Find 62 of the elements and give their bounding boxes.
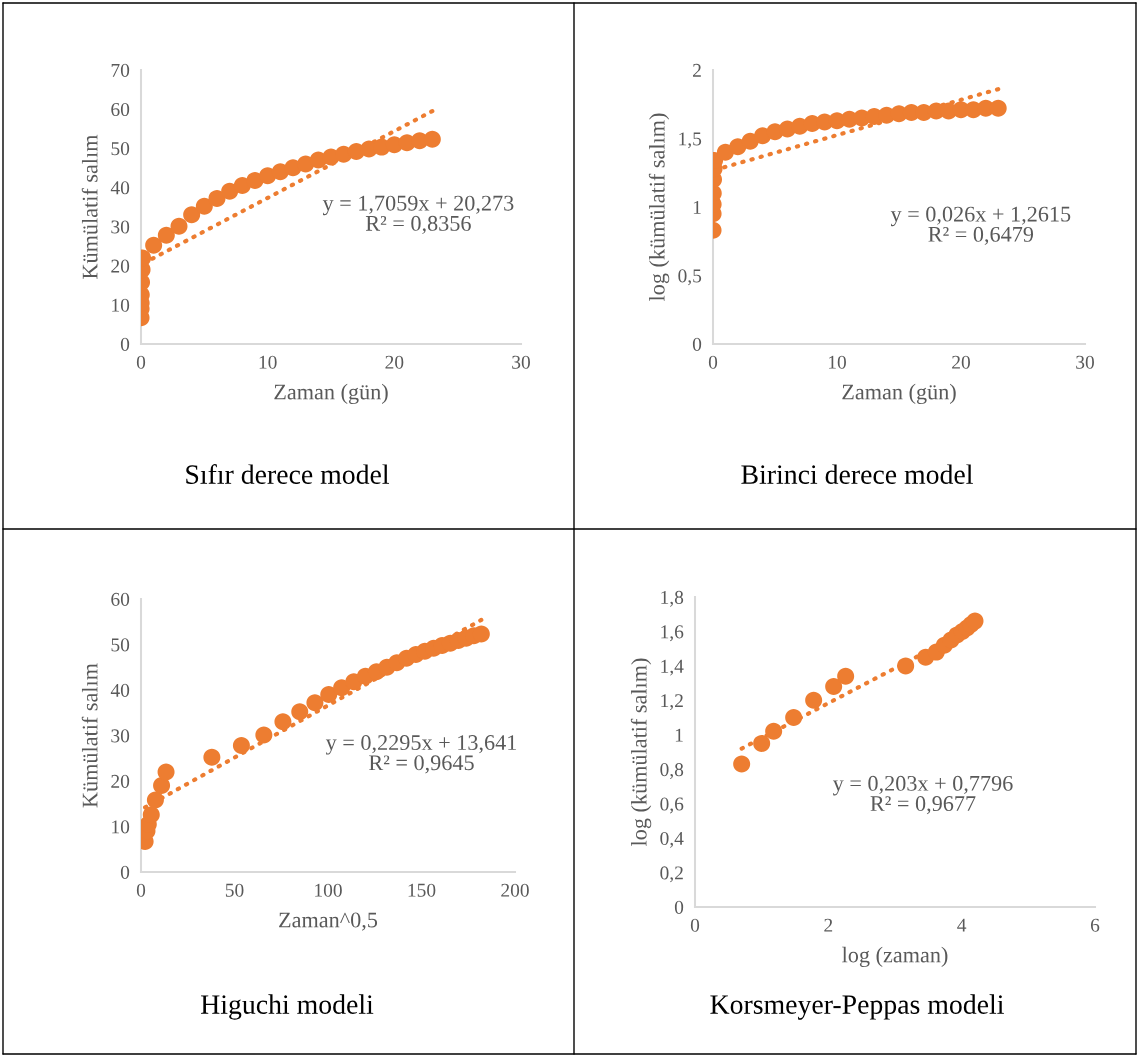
x-tick-label: 100 xyxy=(315,883,342,897)
y-tick-label: 40 xyxy=(110,181,130,195)
y-tick-label: 0,8 xyxy=(660,763,684,779)
y-axis-title: log (kümülatif salım) xyxy=(648,113,670,301)
y-tick-label: 0 xyxy=(120,337,130,351)
x-axis-title: Zaman (gün) xyxy=(274,383,388,405)
x-tick-label: 20 xyxy=(385,355,404,369)
x-tick-label: 4 xyxy=(957,918,967,932)
y-tick-label: 30 xyxy=(111,729,130,743)
x-axis-title: log (zaman) xyxy=(842,946,948,968)
x-tick-label: 200 xyxy=(501,883,529,897)
y-tick-label: 20 xyxy=(111,259,130,273)
annotation: y = 0,2295x + 13,641 R² = 0,9645 xyxy=(325,735,517,774)
y-tick-label: 0,4 xyxy=(660,831,684,848)
y-tick-label: 30 xyxy=(111,220,130,234)
x-axis-title: Zaman^0,5 xyxy=(279,912,378,931)
y-tick-label: 10 xyxy=(112,298,130,312)
x-tick-label: 50 xyxy=(225,883,244,897)
y-tick-label: 40 xyxy=(110,683,130,697)
x-tick-label: 10 xyxy=(828,355,846,369)
y-tick-label: 1,4 xyxy=(661,659,684,676)
y-tick-label: 0,6 xyxy=(660,797,684,814)
y-tick-label: 50 xyxy=(111,142,130,156)
y-tick-label: 70 xyxy=(111,63,130,77)
x-tick-label: 0 xyxy=(136,883,146,897)
y-tick-label: 0 xyxy=(692,337,702,351)
y-tick-label: 50 xyxy=(111,638,130,652)
y-tick-label: 20 xyxy=(111,774,130,788)
y-tick-label: 1,8 xyxy=(661,590,684,607)
y-tick-label: 1,6 xyxy=(661,625,684,642)
x-tick-label: 20 xyxy=(952,355,970,369)
x-tick-label: 0 xyxy=(708,355,718,369)
annotation: y = 1,7059x + 20,273 R² = 0,8356 xyxy=(322,195,514,235)
y-tick-label: 0,5 xyxy=(678,269,702,286)
y-axis-title: Kümülatif salım xyxy=(81,663,98,808)
x-tick-label: 30 xyxy=(1076,355,1094,369)
x-tick-label: 30 xyxy=(512,355,530,369)
y-tick-label: 10 xyxy=(112,820,130,834)
y-axis-title: log (kümülatif salım) xyxy=(630,658,652,846)
annotation: y = 0,203x + 0,7796 R² = 0,9677 xyxy=(832,775,1013,815)
y-tick-label: 1,2 xyxy=(661,694,683,711)
annotation: y = 0,026x + 1,2615 R² = 0,6479 xyxy=(890,206,1071,246)
y-axis-title: Kümülatif salım xyxy=(81,134,98,279)
y-tick-label: 0 xyxy=(120,865,130,879)
text: Korsmeyer-Peppas modeli xyxy=(710,994,1004,1020)
x-tick-label: 150 xyxy=(408,883,436,897)
text: Birinci derece model xyxy=(741,464,973,484)
y-tick-label: 60 xyxy=(111,102,130,117)
y-tick-label: 1,5 xyxy=(679,132,702,149)
x-tick-label: 2 xyxy=(824,918,833,932)
text: Sıfır derece model xyxy=(186,464,390,484)
x-axis-title: Zaman (gün) xyxy=(842,383,956,405)
y-tick-label: 0 xyxy=(674,900,684,914)
y-tick-label: 2 xyxy=(693,63,701,77)
y-tick-label: 60 xyxy=(111,592,130,606)
y-tick-label: 1 xyxy=(675,728,683,742)
y-tick-label: 0,2 xyxy=(660,866,683,883)
text: Higuchi modeli xyxy=(201,994,374,1020)
x-tick-label: 10 xyxy=(259,355,277,369)
x-tick-label: 0 xyxy=(136,355,146,369)
y-tick-label: 1 xyxy=(693,200,701,214)
x-tick-label: 6 xyxy=(1090,918,1100,932)
